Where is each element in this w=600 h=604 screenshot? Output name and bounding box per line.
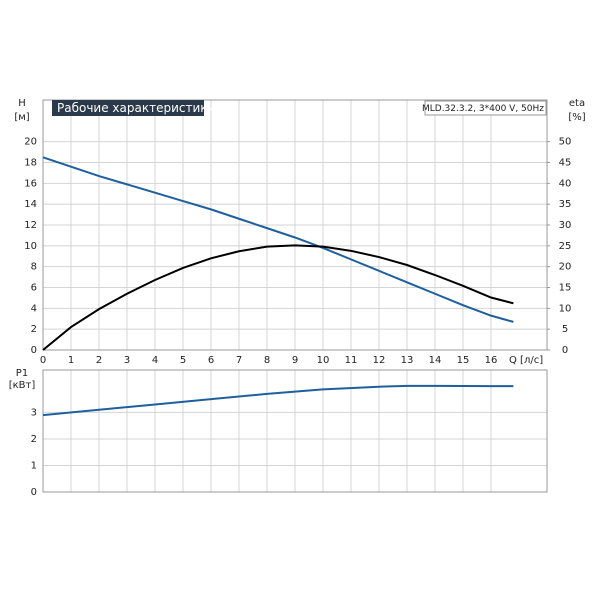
x-tick-label: 15	[457, 355, 470, 366]
y2-tick-label: 45	[559, 158, 572, 169]
y2-tick-label: 10	[559, 303, 572, 314]
y2-tick-label: 5	[562, 324, 568, 335]
x-axis-label: Q [л/с]	[509, 355, 543, 366]
y2-tick-label: 35	[559, 199, 572, 210]
x-tick-label: 9	[292, 355, 298, 366]
y-tick-label: 16	[24, 178, 37, 189]
subtitle-box	[424, 100, 547, 116]
y-tick-label: 0	[31, 345, 37, 356]
y2-tick-label: 25	[559, 241, 572, 252]
y2-label: eta	[569, 98, 585, 109]
x-tick-label: 4	[152, 355, 158, 366]
y2-tick-label: 40	[559, 178, 572, 189]
x-tick-label: 11	[345, 355, 358, 366]
plot-border	[42, 369, 548, 493]
x-tick-label: 16	[485, 355, 498, 366]
x-tick-label: 5	[180, 355, 186, 366]
y-tick-label: 2	[31, 434, 37, 445]
x-tick-label: 8	[264, 355, 270, 366]
series-line	[42, 156, 514, 323]
title-box	[52, 100, 204, 116]
y-tick-label: 18	[24, 158, 37, 169]
x-tick-label: 10	[317, 355, 330, 366]
series-line	[42, 384, 514, 417]
x-tick-label: 3	[124, 355, 130, 366]
y-tick-label: 6	[31, 283, 37, 294]
y-tick-label: 0	[31, 487, 37, 498]
x-tick-label: 14	[429, 355, 442, 366]
x-tick-label: 1	[68, 355, 74, 366]
x-tick-label: 2	[96, 355, 102, 366]
y-tick-label: 4	[31, 303, 37, 314]
y-label: P1	[16, 368, 28, 379]
y2-tick-label: 15	[559, 283, 572, 294]
y-label: H	[18, 98, 26, 109]
y-tick-label: 12	[24, 220, 37, 231]
plot-border	[42, 99, 548, 351]
x-tick-label: 12	[373, 355, 386, 366]
x-tick-label: 0	[40, 355, 46, 366]
y-tick-label: 1	[31, 460, 37, 471]
y-tick-label: 2	[31, 324, 37, 335]
y-tick-label: 3	[31, 407, 37, 418]
y-tick-label: 8	[31, 262, 37, 273]
y-tick-label: 14	[24, 199, 37, 210]
x-tick-label: 6	[208, 355, 214, 366]
y2-unit: [%]	[568, 112, 585, 123]
chart-title: Рабочие характеристики	[57, 101, 215, 115]
y2-tick-label: 30	[559, 220, 572, 231]
series-line	[42, 244, 514, 351]
y2-tick-label: 20	[559, 262, 572, 273]
y2-tick-label: 0	[562, 345, 568, 356]
x-tick-label: 7	[236, 355, 242, 366]
x-tick-label: 13	[401, 355, 414, 366]
y-unit: [кВт]	[9, 380, 36, 391]
y2-tick-label: 50	[559, 137, 572, 148]
y-unit: [м]	[14, 112, 29, 123]
y-tick-label: 10	[24, 241, 37, 252]
chart-subtitle: MLD.32.3.2, 3*400 V, 50Hz	[422, 104, 544, 114]
y-tick-label: 20	[24, 137, 37, 148]
